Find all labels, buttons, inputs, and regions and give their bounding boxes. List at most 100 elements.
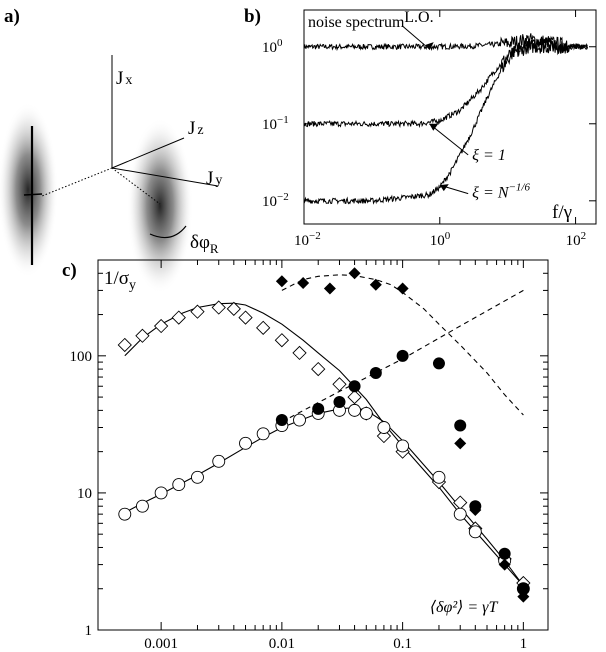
open-diamond-point [256,320,271,335]
panel-c-ylabel: 1/σy [104,268,136,293]
jz-axis [111,137,185,169]
panel-c-xtick-label: 0.01 [269,636,295,652]
angle-label: δφR [190,232,219,256]
panel-b-annotations: L.O. ξ = 1 ξ = N−1/6 [401,9,530,202]
filled-circle-point [312,402,325,415]
open-diamond-point [347,389,362,405]
panel-b-frame [303,9,597,225]
open-circle-point [118,507,132,521]
panel-b: b) noise spectrum 10−2 100 10210−210−1100 … [244,6,597,249]
solid-fit-line [124,406,524,587]
filled-circle-point [469,500,482,513]
open-diamond-point [190,304,205,319]
open-diamond-point [311,361,326,377]
open-diamond-point [153,318,169,334]
panel-c-label: c) [62,260,77,281]
panel-c: c) 1/σy 0.001 0.01 0.1 1 1 10 100 ⟨δφ²⟩ = γT [62,259,549,652]
panel-b-xtick-label: 102 [566,230,587,249]
angle-arc [149,225,187,239]
panel-b-title: noise spectrum [308,14,405,31]
open-diamond-point [274,333,290,348]
phase-noise-annotation: ⟨δφ²⟩ = γT [430,599,499,616]
filled-circle-point [432,357,445,370]
open-circle-point [377,421,391,434]
right-blob [127,118,193,294]
solid-fit-line [124,302,524,587]
filled-diamond-point [275,275,288,288]
open-circle-point [172,478,186,492]
open-diamond-point [292,345,307,361]
open-circle-point [432,470,446,484]
panel-c-points [117,267,531,603]
lo-label: L.O. [404,9,433,26]
filled-diamond-point [348,267,361,280]
panel-c-ytick-label: 1 [85,623,93,639]
filled-circle-point [275,414,288,427]
filled-circle-point [454,419,467,432]
xi-n-arrowhead [439,184,449,192]
open-circle-point [212,454,226,468]
panel-b-label: b) [244,6,261,27]
filled-diamond-point [454,437,467,450]
open-circle-point [239,436,252,450]
panel-c-xtick-label: 0.1 [393,636,412,652]
filled-circle-point [348,380,361,393]
left-blob [0,102,58,278]
open-diamond-point [226,301,241,317]
filled-diamond-point [396,282,409,295]
open-circle-point [135,499,149,513]
panel-b-ytick-label: 10−2 [262,191,289,210]
filled-diamond-point [498,558,511,571]
lo-arrowhead [424,42,434,51]
open-diamond-point [117,337,132,353]
panel-c-ytick-label: 100 [70,349,93,365]
filled-diamond-point [297,276,310,289]
open-circle-point [396,439,410,453]
open-circle-point [453,507,467,521]
panel-c-xtick-label: 1 [520,636,528,652]
open-circle-point [359,406,373,420]
open-circle-point [191,470,204,484]
xi-one-label: ξ = 1 [472,147,506,164]
open-diamond-point [211,300,226,315]
open-diamond-point [453,495,468,510]
dotted-to-right [111,167,161,205]
filled-circle-point [498,547,511,560]
filled-circle-point [517,582,530,595]
dashed-fit-line [281,274,524,416]
open-circle-point [154,486,168,500]
panel-b-xtick-label: 10−2 [294,230,321,249]
panel-c-frame [97,259,549,631]
xi-one-arrow [428,123,469,156]
filled-diamond-point [369,278,382,291]
filled-diamond-point [323,282,336,295]
spectrum-line [303,37,588,205]
jy-axis [111,167,219,187]
open-diamond-point [171,310,186,325]
panel-b-ytick-label: 100 [262,37,283,56]
lo-arrow [401,25,426,46]
open-diamond-point [332,377,347,392]
xi-n-label: ξ = N−1/6 [472,182,530,202]
open-circle-point [468,525,482,539]
panel-b-series [303,33,588,205]
panel-b-xlabel: f/γ [552,202,572,223]
open-circle-point [293,413,306,427]
open-diamond-point [135,328,150,343]
filled-circle-point [333,396,346,409]
xi-one-arrowhead [429,123,439,131]
spectrum-line [303,33,588,52]
filled-circle-point [396,349,409,362]
panel-b-xtick-label: 100 [430,230,451,249]
left-blob-tick [23,193,43,196]
open-diamond-point [376,428,392,444]
panel-b-ticks: 10−2 100 102 10−2 10−1 100 [262,10,596,249]
panel-c-xtick-label: 0.001 [144,636,178,652]
open-diamond-point [238,310,253,325]
spectrum-line [303,38,588,129]
